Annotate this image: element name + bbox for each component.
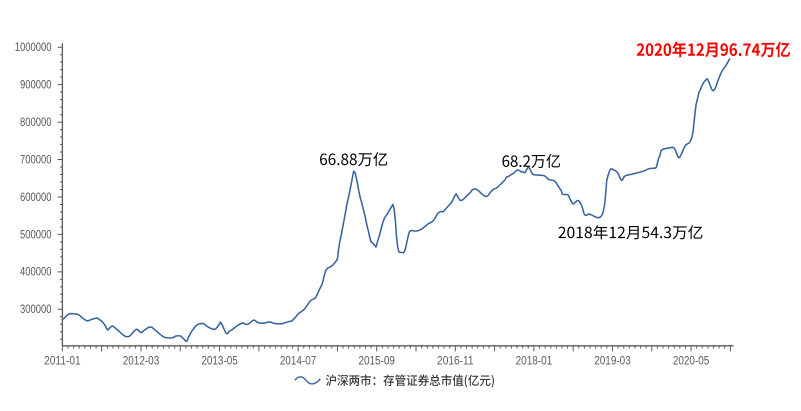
- svg-text:600000: 600000: [20, 190, 52, 204]
- svg-text:300000: 300000: [20, 302, 52, 316]
- svg-text:2018-01: 2018-01: [516, 354, 553, 368]
- svg-text:900000: 900000: [20, 78, 52, 92]
- svg-text:2014-07: 2014-07: [280, 354, 317, 368]
- svg-text:2011-01: 2011-01: [44, 354, 81, 368]
- svg-text:2019-03: 2019-03: [594, 354, 631, 368]
- svg-text:2015-09: 2015-09: [358, 354, 395, 368]
- svg-text:500000: 500000: [20, 227, 52, 241]
- svg-text:700000: 700000: [20, 152, 52, 166]
- svg-text:2013-05: 2013-05: [201, 354, 238, 368]
- svg-text:800000: 800000: [20, 115, 52, 129]
- svg-text:1000000: 1000000: [15, 40, 52, 54]
- svg-text:400000: 400000: [20, 265, 52, 279]
- svg-text:2012-03: 2012-03: [123, 354, 160, 368]
- svg-text:2020-05: 2020-05: [673, 354, 710, 368]
- svg-text:2016-11: 2016-11: [437, 354, 474, 368]
